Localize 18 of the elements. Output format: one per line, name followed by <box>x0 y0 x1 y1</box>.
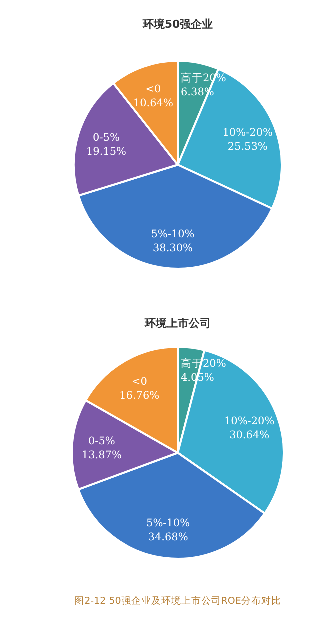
slice-label: <0 <box>146 83 162 96</box>
data-label: 30.64% <box>230 430 270 442</box>
caption: 图2-12 50强企业及环境上市公司ROE分布对比 <box>74 595 282 607</box>
slice-label: 0-5% <box>93 132 120 144</box>
slice-label: 10%-20% <box>224 416 275 428</box>
slice-label: 0-5% <box>88 436 116 448</box>
data-label: 38.30% <box>152 242 194 255</box>
data-label: 16.76% <box>120 390 160 402</box>
data-label: 13.87% <box>82 450 122 462</box>
slice-label: 5%-10% <box>146 518 190 530</box>
chart-title: 环境50强企业 <box>142 18 214 31</box>
data-label: 19.15% <box>86 146 127 158</box>
slice-label: 5%-10% <box>151 228 195 241</box>
data-label: 34.68% <box>148 532 188 544</box>
slice-label: 10%-20% <box>222 127 273 140</box>
data-label: 25.53% <box>228 141 268 154</box>
data-label: 10.64% <box>133 97 174 110</box>
slice-label: <0 <box>132 376 148 388</box>
